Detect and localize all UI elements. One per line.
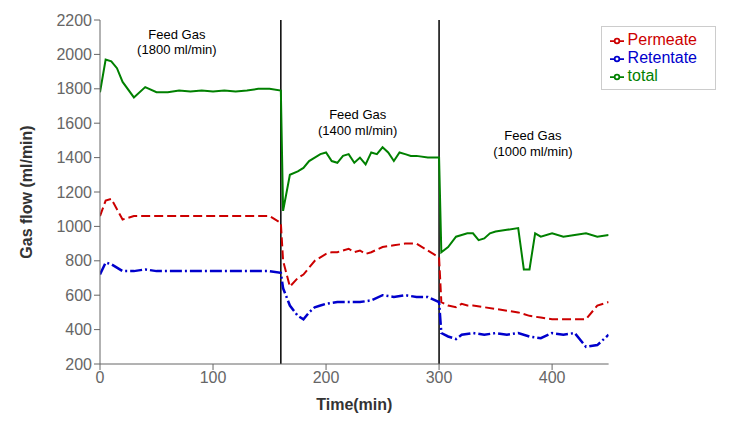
svg-text:1800: 1800 (56, 80, 92, 97)
svg-text:200: 200 (313, 369, 340, 386)
svg-text:200: 200 (65, 356, 92, 373)
svg-text:0: 0 (96, 369, 105, 386)
svg-text:1000: 1000 (56, 218, 92, 235)
svg-text:2200: 2200 (56, 12, 92, 29)
svg-text:Gas flow (ml/min): Gas flow (ml/min) (18, 125, 35, 258)
svg-text:Time(min): Time(min) (316, 396, 392, 413)
svg-text:400: 400 (539, 369, 566, 386)
svg-text:1200: 1200 (56, 184, 92, 201)
svg-text:Feed Gas(1400 ml/min): Feed Gas(1400 ml/min) (318, 107, 397, 138)
svg-text:1600: 1600 (56, 115, 92, 132)
svg-text:400: 400 (65, 321, 92, 338)
svg-text:Feed Gas(1000 ml/min): Feed Gas(1000 ml/min) (493, 128, 572, 159)
svg-text:Feed Gas(1800 ml/min): Feed Gas(1800 ml/min) (137, 26, 216, 57)
html-text:Permeate: Permeate (627, 31, 697, 48)
svg-text:2000: 2000 (56, 46, 92, 63)
svg-text:800: 800 (65, 252, 92, 269)
svg-text:1400: 1400 (56, 149, 92, 166)
html-text:total: total (627, 67, 658, 84)
html-text:Retentate: Retentate (627, 49, 697, 66)
svg-text:600: 600 (65, 287, 92, 304)
svg-text:300: 300 (426, 369, 453, 386)
svg-text:100: 100 (200, 369, 227, 386)
